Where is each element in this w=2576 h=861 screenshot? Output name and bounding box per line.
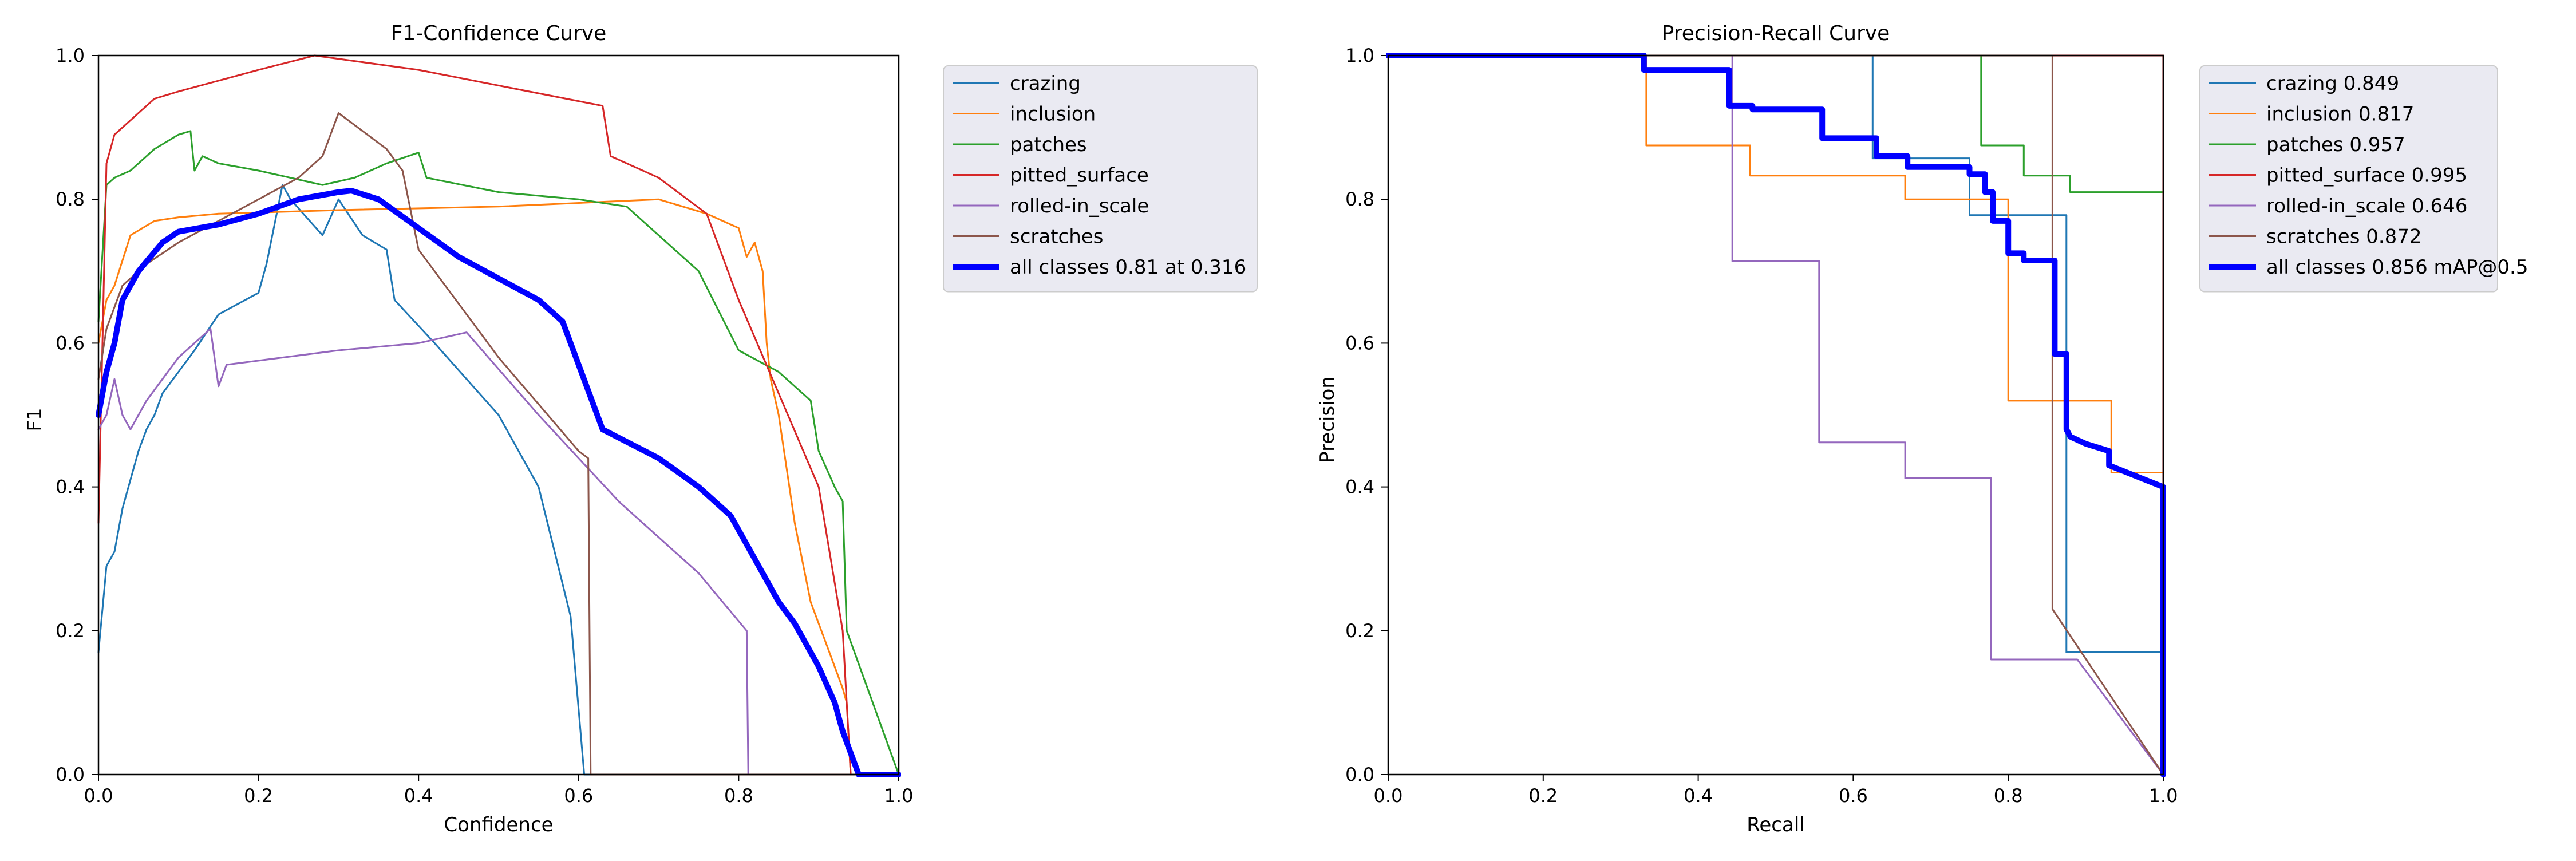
f1-confidence-chart: F1-Confidence Curve Confidence F1 0.0 0.2… (23, 22, 1258, 836)
y-tick-label: 0.6 (1345, 332, 1374, 354)
x-tick-label: 0.0 (84, 785, 113, 807)
legend-box (943, 65, 1258, 293)
y-tick-label: 0.0 (1345, 764, 1374, 785)
x-tick-label: 1.0 (884, 785, 914, 807)
y-tick-label: 0.2 (56, 620, 85, 642)
x-tick-label: 0.6 (564, 785, 593, 807)
legend-item: patches (953, 133, 1087, 156)
x-tick-label: 0.4 (1684, 785, 1713, 807)
axes-frame (1387, 54, 2164, 776)
axes-frame (97, 54, 900, 776)
legend-item: rolled-in_scale (953, 195, 1149, 218)
x-tick-label: 0.2 (1528, 785, 1558, 807)
legend-item: scratches (953, 226, 1103, 248)
y-tick-label: 1.0 (1345, 45, 1374, 66)
y-tick-label: 0.4 (1345, 476, 1374, 498)
legend-label: rolled-in_scale (1010, 195, 1149, 218)
x-tick-label: 0.4 (404, 785, 433, 807)
x-tick-label: 0.0 (1374, 785, 1403, 807)
legend-label: pitted_surface 0.995 (2266, 164, 2467, 187)
series-line-rolled-in-scale (1387, 54, 2164, 776)
legend-item: patches 0.957 (2209, 133, 2405, 156)
y-tick-label: 0.0 (56, 764, 85, 785)
y-axis-label: Precision (1316, 376, 1339, 463)
legend-item: rolled-in_scale 0.646 (2209, 195, 2467, 218)
legend-box (2199, 65, 2498, 293)
legend-label: inclusion (1010, 103, 1096, 126)
legend-item: pitted_surface 0.995 (2209, 164, 2467, 187)
legend-item: scratches 0.872 (2209, 226, 2422, 248)
series-line-crazing (97, 184, 900, 776)
y-tick-label: 0.6 (56, 332, 85, 354)
series-line-pitted-surface (97, 54, 900, 776)
chart-title: F1-Confidence Curve (391, 22, 607, 45)
legend-label: patches 0.957 (2266, 133, 2405, 156)
series-line-patches (1387, 54, 2164, 776)
series-line-rolled-in-scale (97, 327, 900, 776)
legend-label: crazing (1010, 72, 1081, 95)
series-line-inclusion (1387, 54, 2164, 776)
legend-label: patches (1010, 133, 1087, 156)
x-tick-label: 0.2 (244, 785, 273, 807)
legend: crazing inclusion patches pitted_surfacerol… (943, 65, 1258, 293)
legend-item: all classes 0.856 mAP@0.5 (2209, 256, 2528, 279)
legend-item: crazing 0.849 (2209, 72, 2399, 95)
series-line-crazing (1387, 54, 2164, 776)
x-tick-label: 0.8 (1994, 785, 2023, 807)
series-line-all-classes (96, 188, 901, 777)
legend-item: crazing (953, 72, 1081, 95)
plot-area (96, 54, 901, 777)
legend-label: rolled-in_scale 0.646 (2266, 195, 2467, 218)
y-tick-label: 1.0 (56, 45, 85, 66)
legend-label: all classes 0.81 at 0.316 (1010, 256, 1246, 279)
legend-label: pitted_surface (1010, 164, 1149, 187)
y-tick-label: 0.2 (1345, 620, 1374, 642)
legend-item: pitted_surface (953, 164, 1149, 187)
x-tick-label: 0.8 (724, 785, 753, 807)
y-tick-label: 0.4 (56, 476, 85, 498)
legend-label: all classes 0.856 mAP@0.5 (2266, 256, 2528, 279)
x-axis-label: Confidence (444, 813, 553, 836)
series-line-all-classes (1386, 53, 2166, 777)
x-axis-label: Recall (1747, 813, 1804, 836)
precision-recall-chart: Precision-Recall Curve Recall Precision … (1316, 22, 2528, 836)
x-tick-label: 0.6 (1839, 785, 1868, 807)
legend-label: inclusion 0.817 (2266, 103, 2414, 126)
y-axis-label: F1 (23, 408, 46, 431)
legend-label: scratches (1010, 226, 1103, 248)
legend-item: inclusion 0.817 (2209, 103, 2414, 126)
series-line-patches (97, 130, 900, 776)
legend-label: crazing 0.849 (2266, 72, 2399, 95)
legend-item: all classes 0.81 at 0.316 (953, 256, 1246, 279)
legend-item: inclusion (953, 103, 1096, 126)
chart-title: Precision-Recall Curve (1662, 22, 1890, 45)
series-line-inclusion (97, 198, 900, 776)
legend-label: scratches 0.872 (2266, 226, 2422, 248)
x-tick-label: 1.0 (2149, 785, 2178, 807)
plot-area (1386, 53, 2166, 777)
axis-ticks: 0.0 0.2 0.4 0.6 0.8 1.0 0.0 0.2 0.4 0.6 0.8 1.0 (1345, 45, 2178, 807)
y-tick-label: 0.8 (56, 188, 85, 210)
y-tick-label: 0.8 (1345, 188, 1374, 210)
legend: crazing 0.849 inclusion 0.817 patches 0.95… (2199, 65, 2528, 293)
axis-ticks: 0.0 0.2 0.4 0.6 0.8 1.0 0.0 0.2 0.4 0.6 0.8 1.0 (56, 45, 913, 807)
